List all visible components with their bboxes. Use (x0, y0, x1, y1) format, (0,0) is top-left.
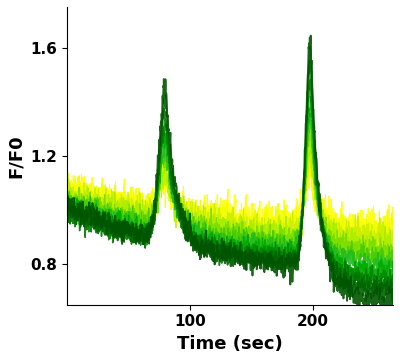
X-axis label: Time (sec): Time (sec) (177, 335, 283, 353)
Y-axis label: F/F0: F/F0 (7, 134, 25, 178)
